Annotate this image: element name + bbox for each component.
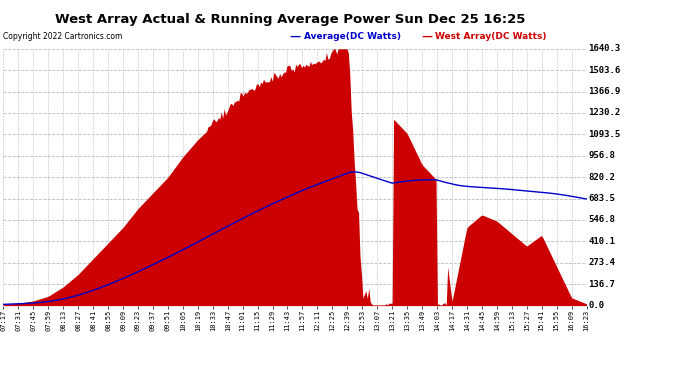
Text: 136.7: 136.7	[588, 280, 615, 289]
Text: West Array Actual & Running Average Power Sun Dec 25 16:25: West Array Actual & Running Average Powe…	[55, 13, 525, 26]
Text: 273.4: 273.4	[588, 258, 615, 267]
Text: 683.5: 683.5	[588, 194, 615, 203]
Text: 0.0: 0.0	[588, 301, 604, 310]
Text: 956.8: 956.8	[588, 151, 615, 160]
Text: 1366.9: 1366.9	[588, 87, 620, 96]
Text: Average(DC Watts): Average(DC Watts)	[304, 32, 401, 41]
Text: 546.8: 546.8	[588, 216, 615, 225]
Text: 1640.3: 1640.3	[588, 44, 620, 53]
Text: —: —	[290, 32, 301, 42]
Text: 1503.6: 1503.6	[588, 66, 620, 75]
Text: 1093.5: 1093.5	[588, 130, 620, 139]
Text: 1230.2: 1230.2	[588, 108, 620, 117]
Text: West Array(DC Watts): West Array(DC Watts)	[435, 32, 546, 41]
Text: 410.1: 410.1	[588, 237, 615, 246]
Text: 820.2: 820.2	[588, 172, 615, 182]
Text: Copyright 2022 Cartronics.com: Copyright 2022 Cartronics.com	[3, 32, 123, 41]
Text: —: —	[421, 32, 432, 42]
